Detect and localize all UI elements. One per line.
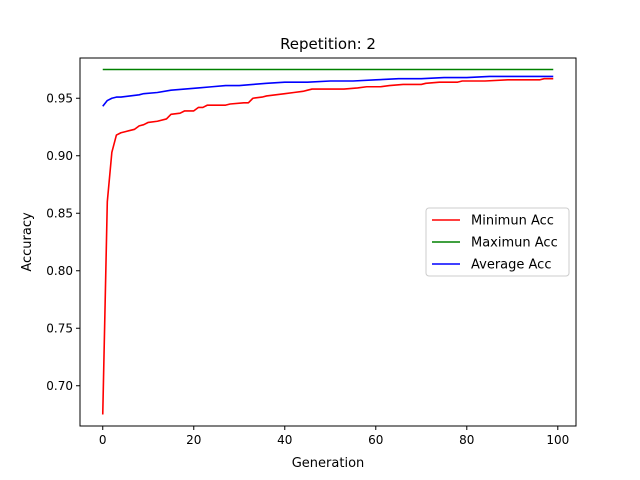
x-tick-label: 100: [546, 433, 569, 447]
x-tick-label: 0: [99, 433, 107, 447]
legend-entry: Average Acc: [471, 258, 551, 273]
x-tick-label: 60: [368, 433, 383, 447]
x-tick-label: 20: [186, 433, 201, 447]
series-line-1: [101, 77, 554, 415]
legend-entry: Maximun Acc: [471, 236, 558, 251]
series-line-3: [102, 75, 554, 107]
plot-area: 0 20 40 60 80 100 0.70 0.75 0.80 0.85 0.90 0.95: [46, 57, 577, 447]
x-tick-label: 40: [277, 433, 292, 447]
y-tick-label: 0.80: [46, 264, 73, 278]
y-tick-label: 0.70: [46, 379, 73, 393]
y-tick-label: 0.85: [46, 206, 73, 220]
y-axis-label: Accuracy: [20, 212, 35, 272]
legend-box: [425, 207, 570, 277]
legend-entry: Minimun Acc: [471, 214, 554, 229]
chart-title: Repetition: 2: [280, 35, 376, 53]
y-tick-label: 0.95: [46, 91, 73, 105]
x-axis-label: Generation: [292, 456, 365, 471]
axes-frame: [79, 57, 577, 427]
y-tick-label: 0.75: [46, 321, 73, 335]
y-tick-label: 0.90: [46, 149, 73, 163]
legend: Minimun Acc Maximun Acc Average Acc: [425, 207, 570, 277]
x-tick-label: 80: [459, 433, 474, 447]
